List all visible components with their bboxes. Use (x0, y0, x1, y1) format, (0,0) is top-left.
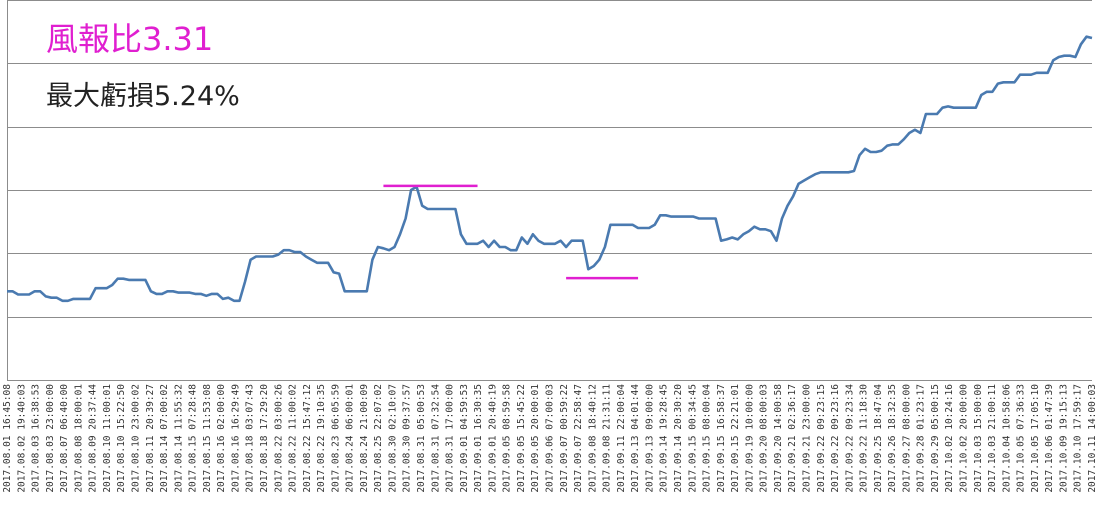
x-tick-label: 2017.09.06 07:00:03 (545, 384, 556, 493)
x-tick-label: 2017.09.08 21:31:11 (602, 384, 613, 493)
x-tick-label: 2017.09.05 15:45:22 (516, 384, 527, 493)
x-tick-label: 2017.09.27 08:00:00 (901, 384, 912, 493)
x-tick-label: 2017.10.03 21:00:11 (987, 384, 998, 493)
x-tick-label: 2017.08.24 06:00:01 (345, 384, 356, 493)
x-tick-label: 2017.08.11 20:39:27 (145, 384, 156, 493)
x-tick-label: 2017.09.19 10:00:00 (744, 384, 755, 493)
x-tick-label: 2017.08.25 22:07:02 (373, 384, 384, 493)
x-tick-label: 2017.09.14 19:28:45 (659, 384, 670, 493)
x-tick-label: 2017.10.04 10:58:06 (1001, 384, 1012, 493)
x-tick-label: 2017.09.22 11:18:30 (859, 384, 870, 493)
x-tick-label: 2017.09.15 16:58:37 (716, 384, 727, 493)
x-tick-label: 2017.09.13 04:01:44 (630, 384, 641, 493)
x-tick-label: 2017.09.08 18:40:12 (587, 384, 598, 493)
x-tick-label: 2017.10.03 15:00:00 (973, 384, 984, 493)
x-tick-label: 2017.10.05 07:36:33 (1016, 384, 1027, 493)
x-tick-label: 2017.08.01 16:45:08 (2, 384, 13, 493)
x-tick-label: 2017.08.15 07:28:48 (188, 384, 199, 493)
x-tick-label: 2017.09.05 08:59:58 (502, 384, 513, 493)
x-tick-label: 2017.08.22 11:00:02 (288, 384, 299, 493)
x-tick-label: 2017.09.15 08:00:04 (702, 384, 713, 493)
x-tick-label: 2017.08.10 23:00:02 (130, 384, 141, 493)
x-tick-label: 2017.08.31 07:32:54 (430, 384, 441, 493)
x-tick-label: 2017.08.30 09:37:57 (402, 384, 413, 493)
equity-series-line (7, 35, 1093, 303)
x-tick-label: 2017.09.15 00:34:45 (687, 384, 698, 493)
x-tick-label: 2017.08.22 03:00:26 (273, 384, 284, 493)
x-tick-label: 2017.08.16 02:00:00 (216, 384, 227, 493)
x-tick-label: 2017.09.11 22:00:04 (616, 384, 627, 493)
x-tick-label: 2017.09.14 20:30:20 (673, 384, 684, 493)
x-tick-label: 2017.08.23 06:05:59 (330, 384, 341, 493)
x-tick-label: 2017.08.18 17:29:20 (259, 384, 270, 493)
x-tick-label: 2017.09.21 02:36:17 (787, 384, 798, 493)
x-tick-label: 2017.09.21 23:00:00 (801, 384, 812, 493)
x-tick-label: 2017.09.07 00:59:22 (559, 384, 570, 493)
chart-title: 風報比3.31 (46, 20, 214, 58)
x-tick-label: 2017.09.01 20:40:19 (487, 384, 498, 493)
x-tick-label: 2017.09.25 18:47:04 (873, 384, 884, 493)
x-tick-label: 2017.10.05 17:05:10 (1030, 384, 1041, 493)
x-tick-label: 2017.08.02 19:40:03 (16, 384, 27, 493)
x-tick-label: 2017.08.30 02:10:07 (387, 384, 398, 493)
x-tick-label: 2017.10.09 19:15:13 (1058, 384, 1069, 493)
x-tick-label: 2017.10.02 20:00:00 (959, 384, 970, 493)
x-tick-label: 2017.09.22 09:23:16 (830, 384, 841, 493)
x-tick-label: 2017.10.02 10:24:16 (944, 384, 955, 493)
x-tick-label: 2017.09.13 09:00:00 (644, 384, 655, 493)
x-tick-label: 2017.08.08 18:00:01 (73, 384, 84, 493)
x-tick-label: 2017.10.11 14:00:03 (1087, 384, 1096, 493)
x-tick-label: 2017.08.22 19:10:35 (316, 384, 327, 493)
x-tick-label: 2017.09.15 22:21:01 (730, 384, 741, 493)
x-tick-label: 2017.09.05 20:00:01 (530, 384, 541, 493)
x-tick-label: 2017.08.09 20:37:44 (88, 384, 99, 493)
x-tick-label: 2017.09.29 05:00:15 (930, 384, 941, 493)
x-tick-label: 2017.08.14 07:00:02 (159, 384, 170, 493)
x-tick-label: 2017.09.20 14:00:58 (773, 384, 784, 493)
chart-subtitle: 最大虧損5.24% (46, 81, 240, 112)
x-tick-label: 2017.09.20 08:00:03 (759, 384, 770, 493)
x-tick-label: 2017.10.06 01:47:39 (1044, 384, 1055, 493)
x-tick-label: 2017.08.22 15:47:12 (302, 384, 313, 493)
x-tick-label: 2017.08.31 17:00:00 (445, 384, 456, 493)
x-tick-label: 2017.08.10 15:22:50 (116, 384, 127, 493)
x-tick-label: 2017.09.26 18:32:35 (887, 384, 898, 493)
x-tick-label: 2017.08.03 16:38:53 (31, 384, 42, 493)
x-tick-label: 2017.10.10 17:59:17 (1073, 384, 1084, 493)
x-tick-label: 2017.08.18 03:07:43 (245, 384, 256, 493)
x-tick-label: 2017.08.31 05:00:53 (416, 384, 427, 493)
x-tick-label: 2017.08.16 16:29:49 (230, 384, 241, 493)
x-tick-label: 2017.08.10 11:00:01 (102, 384, 113, 493)
x-tick-label: 2017.09.22 09:23:15 (816, 384, 827, 493)
x-tick-label: 2017.08.14 11:55:32 (173, 384, 184, 493)
x-tick-label: 2017.09.22 09:23:34 (844, 384, 855, 493)
x-tick-label: 2017.08.15 11:53:08 (202, 384, 213, 493)
x-tick-label: 2017.08.03 23:00:00 (45, 384, 56, 493)
x-tick-label: 2017.09.07 22:58:47 (573, 384, 584, 493)
x-tick-label: 2017.08.24 21:00:09 (359, 384, 370, 493)
x-tick-label: 2017.09.01 04:59:53 (459, 384, 470, 493)
x-tick-label: 2017.09.28 01:23:17 (916, 384, 927, 493)
x-tick-label: 2017.09.01 16:30:35 (473, 384, 484, 493)
x-tick-label: 2017.08.07 06:40:00 (59, 384, 70, 493)
